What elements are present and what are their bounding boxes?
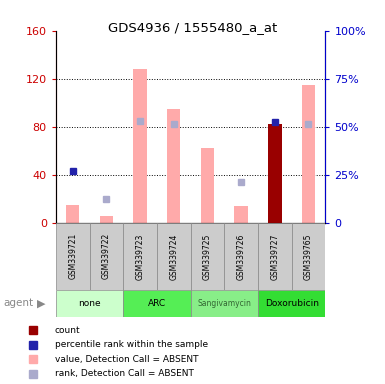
FancyBboxPatch shape: [56, 290, 123, 317]
Text: GSM339723: GSM339723: [136, 233, 144, 280]
Bar: [133, 69, 147, 223]
Text: GSM339721: GSM339721: [68, 233, 77, 280]
Text: agent: agent: [4, 298, 34, 308]
Bar: [302, 85, 315, 223]
Text: ARC: ARC: [148, 299, 166, 308]
FancyBboxPatch shape: [89, 223, 123, 290]
Text: rank, Detection Call = ABSENT: rank, Detection Call = ABSENT: [55, 369, 194, 378]
Text: GSM339727: GSM339727: [270, 233, 279, 280]
FancyBboxPatch shape: [191, 290, 258, 317]
Text: GSM339765: GSM339765: [304, 233, 313, 280]
Text: ▶: ▶: [37, 298, 45, 308]
FancyBboxPatch shape: [224, 223, 258, 290]
Text: none: none: [78, 299, 101, 308]
Text: GDS4936 / 1555480_a_at: GDS4936 / 1555480_a_at: [108, 21, 277, 34]
Text: value, Detection Call = ABSENT: value, Detection Call = ABSENT: [55, 355, 198, 364]
FancyBboxPatch shape: [123, 223, 157, 290]
Text: Sangivamycin: Sangivamycin: [198, 299, 251, 308]
Text: Doxorubicin: Doxorubicin: [264, 299, 319, 308]
Bar: [234, 206, 248, 223]
Text: GSM339724: GSM339724: [169, 233, 178, 280]
Bar: [100, 215, 113, 223]
FancyBboxPatch shape: [56, 223, 89, 290]
FancyBboxPatch shape: [258, 223, 292, 290]
Text: GSM339726: GSM339726: [237, 233, 246, 280]
Text: percentile rank within the sample: percentile rank within the sample: [55, 340, 208, 349]
Text: GSM339725: GSM339725: [203, 233, 212, 280]
FancyBboxPatch shape: [123, 290, 191, 317]
Bar: [201, 148, 214, 223]
Bar: [167, 109, 181, 223]
Text: count: count: [55, 326, 80, 335]
FancyBboxPatch shape: [157, 223, 191, 290]
Bar: [268, 124, 281, 223]
FancyBboxPatch shape: [292, 223, 325, 290]
Bar: [66, 205, 79, 223]
FancyBboxPatch shape: [258, 290, 325, 317]
Text: GSM339722: GSM339722: [102, 233, 111, 280]
FancyBboxPatch shape: [191, 223, 224, 290]
